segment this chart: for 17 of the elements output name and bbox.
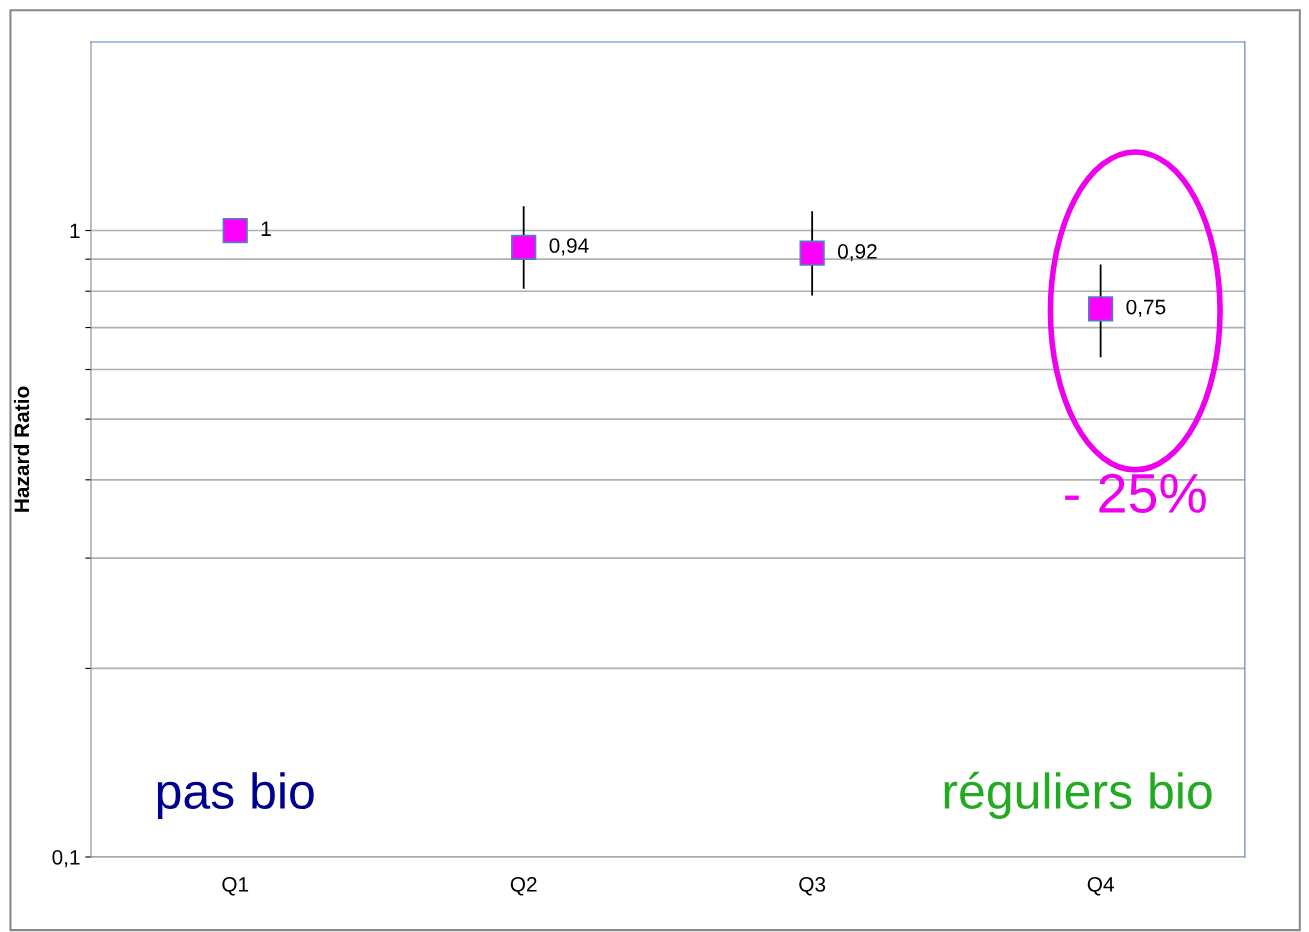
point <box>799 240 825 266</box>
data-label: 0,94 <box>549 238 589 256</box>
x-tick-label: Q4 <box>1087 876 1114 896</box>
y-tick-label: 0,1 <box>52 849 80 868</box>
y-axis-title: Hazard Ratio <box>13 386 30 512</box>
annotation: pas bio <box>157 772 314 819</box>
data-label: 1 <box>261 221 271 236</box>
annotation: réguliers bio <box>944 771 1212 819</box>
data-label: 0,92 <box>837 244 877 262</box>
x-tick-label: Q2 <box>510 876 537 896</box>
x-tick-label: Q1 <box>222 876 249 896</box>
point <box>1087 296 1114 322</box>
annotation: - 25% <box>1065 473 1206 514</box>
point <box>222 217 248 244</box>
data-label: 0,75 <box>1126 299 1166 317</box>
x-tick-label: Q3 <box>799 876 826 896</box>
point <box>511 234 537 260</box>
